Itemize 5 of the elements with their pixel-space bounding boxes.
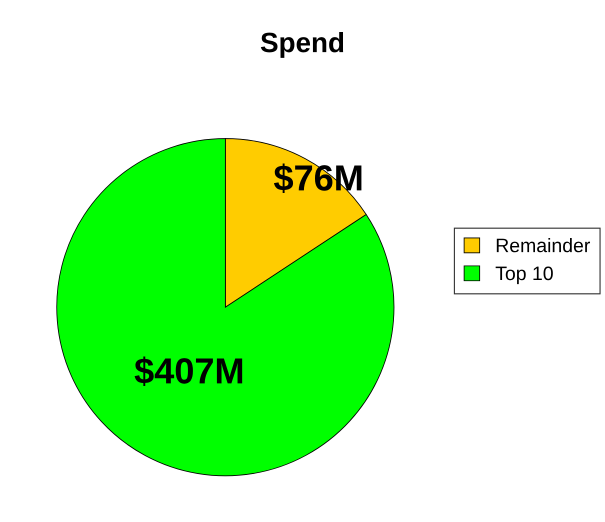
legend-label: Top 10 xyxy=(496,266,553,284)
chart-title: Spend xyxy=(260,32,344,58)
data-label: $407M xyxy=(134,356,242,386)
pie-slice xyxy=(56,138,394,476)
legend-label: Remainder xyxy=(496,238,590,252)
